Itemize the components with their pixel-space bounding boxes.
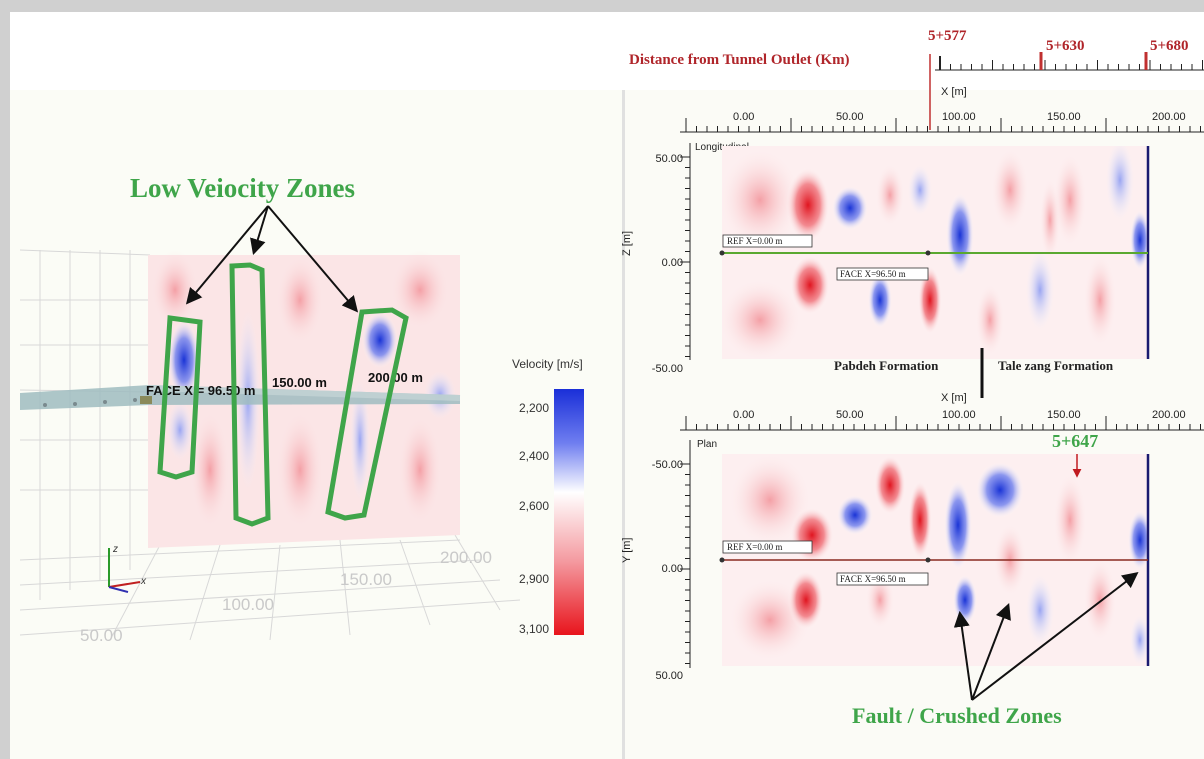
plan-y-tick-50: 50.00: [655, 670, 683, 682]
legend-tick-3100: 3,100: [519, 622, 549, 636]
chainage-5577: 5+577: [928, 28, 967, 44]
plan-x-tick-100: 100.00: [942, 409, 976, 421]
plan-section: X [m] 0.00 50.00 100.00 150.00 200.00 Pl…: [621, 392, 1204, 682]
longitudinal-section: X [m] 0.00 50.00 100.00 150.00 200.00 Lo…: [621, 86, 1204, 398]
legend-tick-2900: 2,900: [519, 572, 549, 586]
longitudinal-y-title: Z [m]: [621, 231, 633, 256]
plan-y-title: Y [m]: [621, 538, 633, 563]
plan-label: Plan: [697, 439, 717, 450]
long-x-tick-100: 100.00: [942, 111, 976, 123]
legend-tick-2400: 2,400: [519, 449, 549, 463]
formation-tale-zang: Tale zang Formation: [998, 358, 1114, 373]
3d-tunnel: [20, 385, 461, 410]
longitudinal-x-title: X [m]: [941, 86, 967, 98]
axis-triad: z x: [108, 544, 147, 593]
legend-tick-2200: 2,200: [519, 401, 549, 415]
3d-label-150: 150.00 m: [272, 375, 327, 390]
svg-text:x: x: [140, 576, 147, 587]
plan-x-tick-150: 150.00: [1047, 409, 1081, 421]
chainage-5630: 5+630: [1046, 38, 1085, 54]
long-x-tick-150: 150.00: [1047, 111, 1081, 123]
plan-x-tick-200: 200.00: [1152, 409, 1186, 421]
plan-y-tick-m50: -50.00: [652, 459, 683, 471]
plan-face-label: FACE X=96.50 m: [840, 574, 906, 584]
3d-axis-label-150: 150.00: [340, 570, 392, 589]
plan-x-tick-50: 50.00: [836, 409, 864, 421]
low-velocity-outlines: [157, 262, 409, 527]
plan-x-title: X [m]: [941, 392, 967, 404]
3d-axis-label-50: 50.00: [80, 626, 123, 645]
fault-crushed-label: Fault / Crushed Zones: [852, 703, 1062, 728]
low-velocity-zone-3: [325, 307, 409, 521]
3d-axis-label-100: 100.00: [222, 595, 274, 614]
low-velocity-title: Low Veiocity Zones: [130, 173, 355, 203]
3d-view: FACE X = 96.50 m 150.00 m 200.00 m Low V…: [19, 173, 521, 645]
plan-y-tick-0: 0.00: [662, 563, 683, 575]
long-x-tick-200: 200.00: [1152, 111, 1186, 123]
long-x-tick-50: 50.00: [836, 111, 864, 123]
chainage-5647: 5+647: [1052, 431, 1098, 451]
longitudinal-face-label: FACE X=96.50 m: [840, 269, 906, 279]
long-x-tick-0: 0.00: [733, 111, 754, 123]
long-y-tick-m50: -50.00: [652, 363, 683, 375]
legend-tick-2600: 2,600: [519, 499, 549, 513]
distance-title: Distance from Tunnel Outlet (Km): [629, 52, 850, 68]
velocity-legend: Velocity [m/s] 2,200 2,400 2,600 2,900 3…: [512, 357, 584, 636]
plan-ref-label: REF X=0.00 m: [727, 542, 782, 552]
long-y-tick-50: 50.00: [655, 153, 683, 165]
3d-face-label: FACE X = 96.50 m: [146, 383, 255, 398]
longitudinal-label: Longitudinal: [695, 142, 749, 153]
chainage-5680: 5+680: [1150, 38, 1189, 54]
distance-scale: Distance from Tunnel Outlet (Km) 5+577 5…: [629, 28, 1204, 130]
3d-axis-label-200: 200.00: [440, 548, 492, 567]
low-velocity-zone-2: [229, 262, 271, 527]
formation-pabdeh: Pabdeh Formation: [834, 358, 939, 373]
svg-text:z: z: [112, 544, 118, 555]
low-velocity-zone-1: [157, 315, 203, 480]
longitudinal-velocity-field: [722, 146, 1148, 359]
plan-x-tick-0: 0.00: [733, 409, 754, 421]
legend-title: Velocity [m/s]: [512, 357, 583, 371]
fault-arrows: [953, 572, 1139, 701]
legend-colorbar: [554, 389, 584, 635]
long-y-tick-0: 0.00: [662, 257, 683, 269]
longitudinal-ref-label: REF X=0.00 m: [727, 236, 782, 246]
low-velocity-arrows: [185, 205, 359, 313]
